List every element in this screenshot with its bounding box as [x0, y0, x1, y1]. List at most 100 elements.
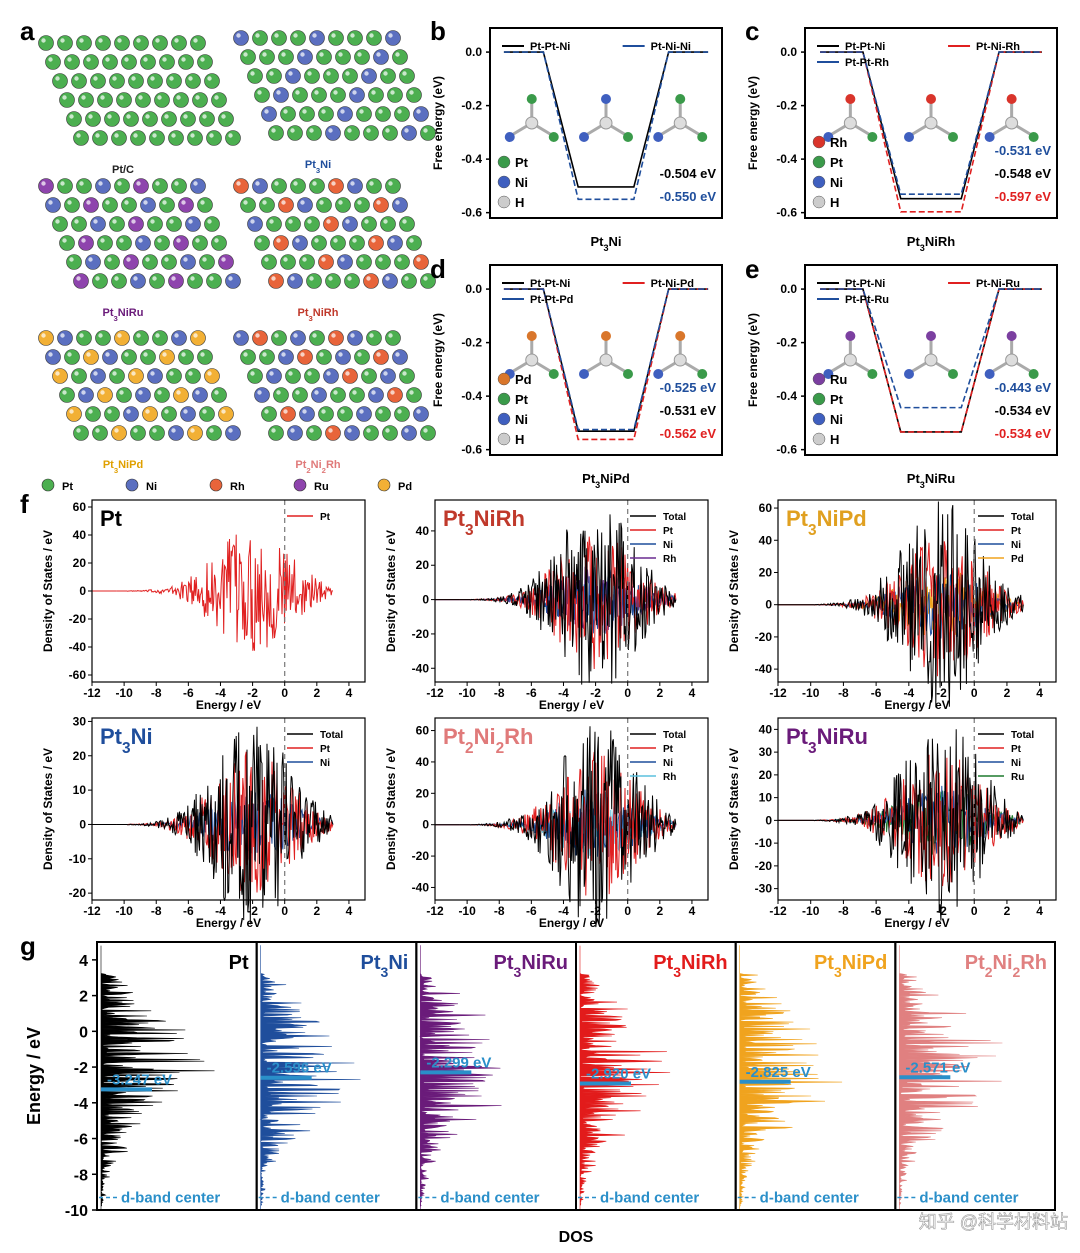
atom-highlight: [352, 90, 357, 95]
atom-highlight: [181, 200, 186, 205]
atom-Pt: [38, 35, 54, 51]
y-tick-label: 0: [79, 1024, 88, 1041]
atom-Pt: [173, 92, 189, 108]
atom-Ru: [73, 273, 89, 289]
atom-Pt: [330, 387, 346, 403]
atom-Pt: [399, 368, 415, 384]
formula-part: Pt: [229, 952, 249, 974]
y-tick-label: -10: [65, 1203, 88, 1220]
subplot-title: Pt3NiRu: [494, 952, 568, 980]
atom-right: [867, 369, 878, 379]
x-tick-label: -8: [838, 686, 849, 700]
atom-Pd: [52, 368, 68, 384]
atom-highlight: [271, 276, 276, 281]
x-tick-label: 2: [1004, 904, 1011, 918]
atom-highlight: [193, 181, 198, 186]
atom-Pt: [185, 73, 201, 89]
x-tick-label: 0: [624, 686, 631, 700]
dos-fill-Pt3Ni: [259, 944, 361, 1211]
atom-Ni: [168, 425, 184, 441]
atom-highlight: [169, 219, 174, 224]
atom-Pt: [149, 273, 165, 289]
atom-highlight: [183, 409, 188, 414]
atom-highlight: [209, 276, 214, 281]
atom-top: [526, 94, 537, 104]
atom-Ni: [337, 106, 353, 122]
atom-highlight: [81, 390, 86, 395]
atom-Pt: [104, 406, 120, 422]
plot-frame: [489, 264, 723, 456]
y-axis-label: Density of States / eV: [727, 748, 741, 870]
atom-highlight: [155, 333, 160, 338]
atom-highlight: [176, 390, 181, 395]
atom-Pd: [97, 387, 113, 403]
formula-part: 2: [496, 740, 505, 757]
atom-Pt: [278, 49, 294, 65]
atom-highlight: [74, 219, 79, 224]
y-tick-label: -60: [69, 668, 87, 682]
y-axis-label: Density of States / eV: [727, 530, 741, 652]
atom-highlight: [114, 133, 119, 138]
atom-Pd: [159, 349, 175, 365]
atom-highlight: [98, 181, 103, 186]
atom-Pt: [382, 125, 398, 141]
legend-label: Pt-Ni-Ru: [976, 278, 1020, 290]
dband-center-value: -2.299 eV: [426, 1054, 491, 1071]
panel-letter-d: d: [430, 254, 446, 284]
atom-highlight: [314, 238, 319, 243]
atom-Pd: [128, 368, 144, 384]
atom-highlight: [283, 257, 288, 262]
atom-Pt: [261, 406, 277, 422]
atom-highlight: [157, 95, 162, 100]
atom-left: [823, 132, 834, 142]
x-tick-label: 4: [346, 686, 353, 700]
atom-Pt: [161, 111, 177, 127]
atom-Pt: [271, 330, 287, 346]
atom-top: [601, 331, 611, 341]
atom-highlight: [328, 428, 333, 433]
atom-highlight: [221, 409, 226, 414]
x-tick-label: 0: [281, 686, 288, 700]
atom-Pt: [380, 216, 396, 232]
atom-legend-H: [497, 432, 511, 446]
atom-Pt: [102, 54, 118, 70]
x-tick-label: -10: [115, 904, 133, 918]
atom-Ni: [356, 406, 372, 422]
x-axis-label: Pt3Ni: [590, 234, 621, 253]
atom-highlight: [207, 76, 212, 81]
dband-annotation: d-band center: [121, 1189, 220, 1206]
atom-highlight: [397, 409, 402, 414]
atom-highlight: [79, 38, 84, 43]
atom-highlight: [136, 333, 141, 338]
x-tick-label: 4: [1036, 686, 1043, 700]
y-tick-label: -0.6: [776, 443, 797, 457]
dband-subplot-Pt3NiRu: Pt3NiRu -2.299 eV d-band center: [415, 941, 578, 1211]
atom-highlight: [274, 181, 279, 186]
value-label: -0.534 eV: [995, 403, 1052, 418]
y-tick-label: 40: [416, 524, 430, 538]
atom-highlight: [255, 181, 260, 186]
profile-Pt-Ni-Ru: [820, 288, 1042, 433]
structure-Pt3NiPd: [38, 330, 241, 441]
atom-highlight: [214, 390, 219, 395]
panel-letter-f: f: [20, 489, 29, 519]
atom-Ni: [123, 406, 139, 422]
atom-Ni: [325, 125, 341, 141]
atom-Pt: [366, 330, 382, 346]
atom-highlight: [48, 57, 53, 62]
atom-highlight: [264, 257, 269, 262]
atom-Pt: [363, 425, 379, 441]
formula-part: 2: [322, 466, 326, 475]
x-tick-label: -8: [151, 686, 162, 700]
y-tick-label: -0.2: [776, 336, 797, 350]
x-tick-label: -2: [936, 904, 947, 918]
atom-highlight: [193, 38, 198, 43]
formula-part: NiRu: [521, 952, 568, 974]
atom-highlight: [236, 333, 241, 338]
atom-Pt: [149, 425, 165, 441]
atom-highlight: [60, 333, 65, 338]
x-tick-label: -6: [183, 904, 194, 918]
atom-Pt: [375, 254, 391, 270]
